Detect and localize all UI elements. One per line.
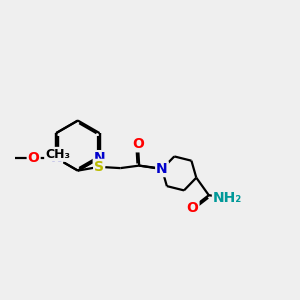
Text: O: O [187,201,199,215]
Text: N: N [156,162,168,176]
Text: CH₃: CH₃ [45,148,70,161]
Text: S: S [94,160,104,174]
Text: O: O [28,151,40,165]
Text: N: N [94,151,105,165]
Text: N: N [50,151,62,165]
Text: NH₂: NH₂ [213,191,242,205]
Text: O: O [132,137,144,151]
